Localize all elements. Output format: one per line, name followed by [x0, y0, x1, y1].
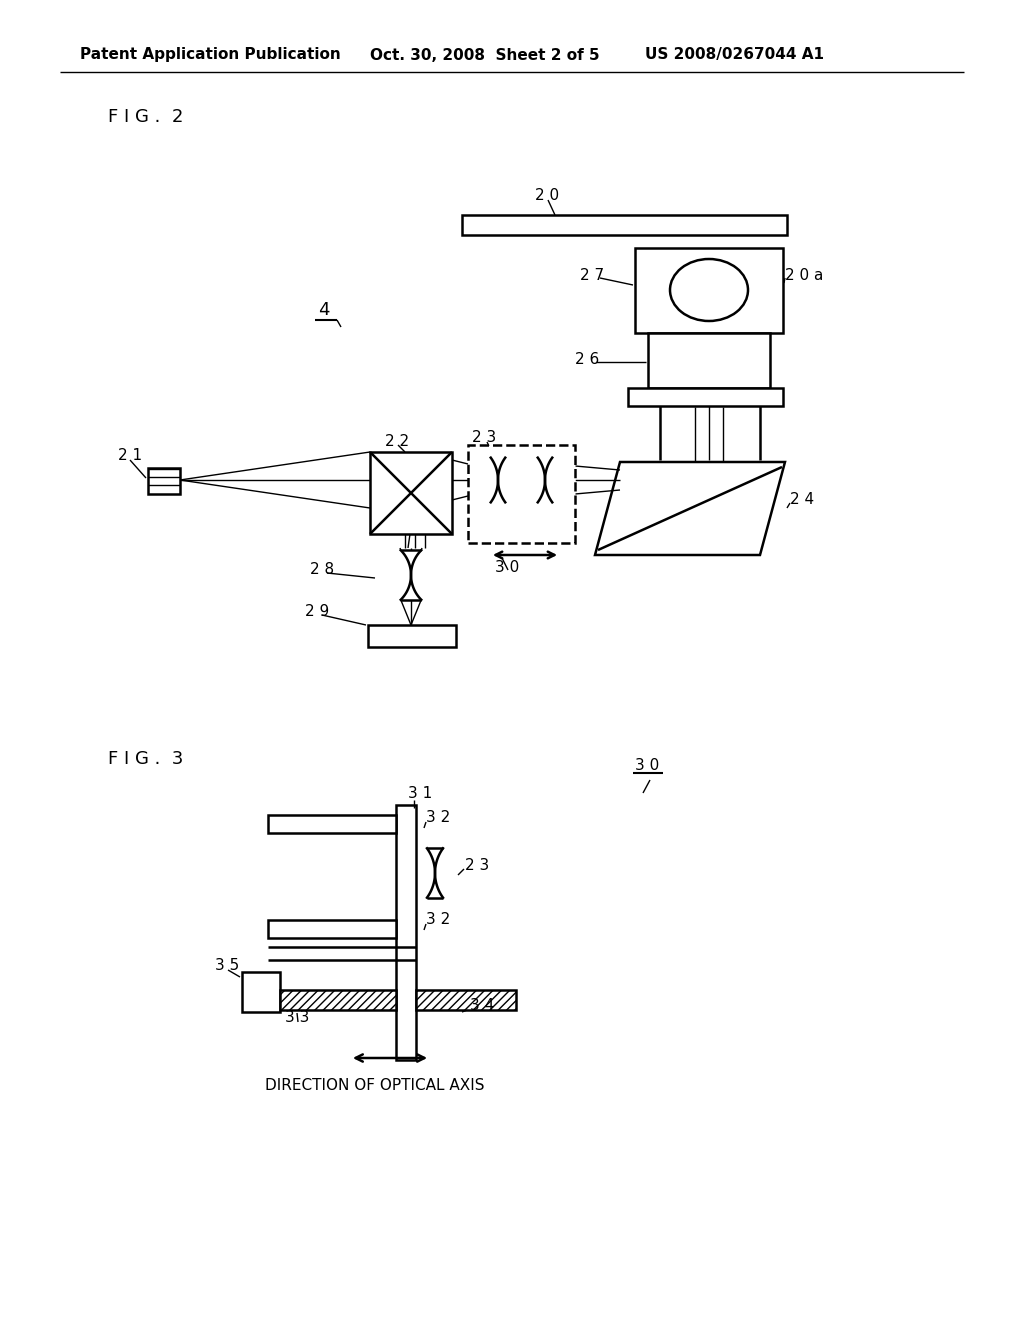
- Text: 2 9: 2 9: [305, 605, 330, 619]
- Text: F I G .  2: F I G . 2: [108, 108, 183, 125]
- Text: 2 8: 2 8: [310, 562, 334, 578]
- Bar: [368, 624, 456, 647]
- Text: 2 3: 2 3: [465, 858, 489, 873]
- Text: 2 2: 2 2: [385, 434, 410, 450]
- Polygon shape: [595, 462, 785, 554]
- Bar: [648, 333, 770, 388]
- Bar: [280, 990, 396, 1010]
- Bar: [148, 469, 180, 494]
- Text: 2 1: 2 1: [118, 447, 142, 462]
- Bar: [468, 445, 575, 543]
- Bar: [268, 920, 396, 939]
- Bar: [635, 248, 783, 333]
- Bar: [268, 814, 396, 833]
- Text: 3 1: 3 1: [408, 785, 432, 800]
- Text: 3 5: 3 5: [215, 957, 240, 973]
- Text: 4: 4: [318, 301, 330, 319]
- Text: US 2008/0267044 A1: US 2008/0267044 A1: [645, 48, 824, 62]
- Text: 2 7: 2 7: [580, 268, 604, 282]
- Text: 2 6: 2 6: [575, 352, 599, 367]
- Text: 3 0: 3 0: [635, 758, 659, 772]
- Text: Oct. 30, 2008  Sheet 2 of 5: Oct. 30, 2008 Sheet 2 of 5: [370, 48, 600, 62]
- Text: DIRECTION OF OPTICAL AXIS: DIRECTION OF OPTICAL AXIS: [265, 1077, 484, 1093]
- Bar: [416, 990, 516, 1010]
- Text: 2 4: 2 4: [790, 492, 814, 507]
- Bar: [242, 972, 280, 1012]
- Bar: [370, 451, 452, 535]
- Text: 2 0 a: 2 0 a: [785, 268, 823, 282]
- Text: Patent Application Publication: Patent Application Publication: [80, 48, 341, 62]
- Bar: [462, 215, 787, 235]
- Text: 3 2: 3 2: [426, 912, 451, 928]
- Bar: [396, 805, 416, 1060]
- Text: 2 3: 2 3: [472, 429, 497, 445]
- Text: 3 4: 3 4: [470, 998, 495, 1012]
- Ellipse shape: [670, 259, 748, 321]
- Text: 3 2: 3 2: [426, 810, 451, 825]
- Text: 3 0: 3 0: [495, 560, 519, 574]
- Bar: [628, 388, 783, 407]
- Text: F I G .  3: F I G . 3: [108, 750, 183, 768]
- Text: 2 0: 2 0: [535, 187, 559, 202]
- Text: 3 3: 3 3: [285, 1011, 309, 1026]
